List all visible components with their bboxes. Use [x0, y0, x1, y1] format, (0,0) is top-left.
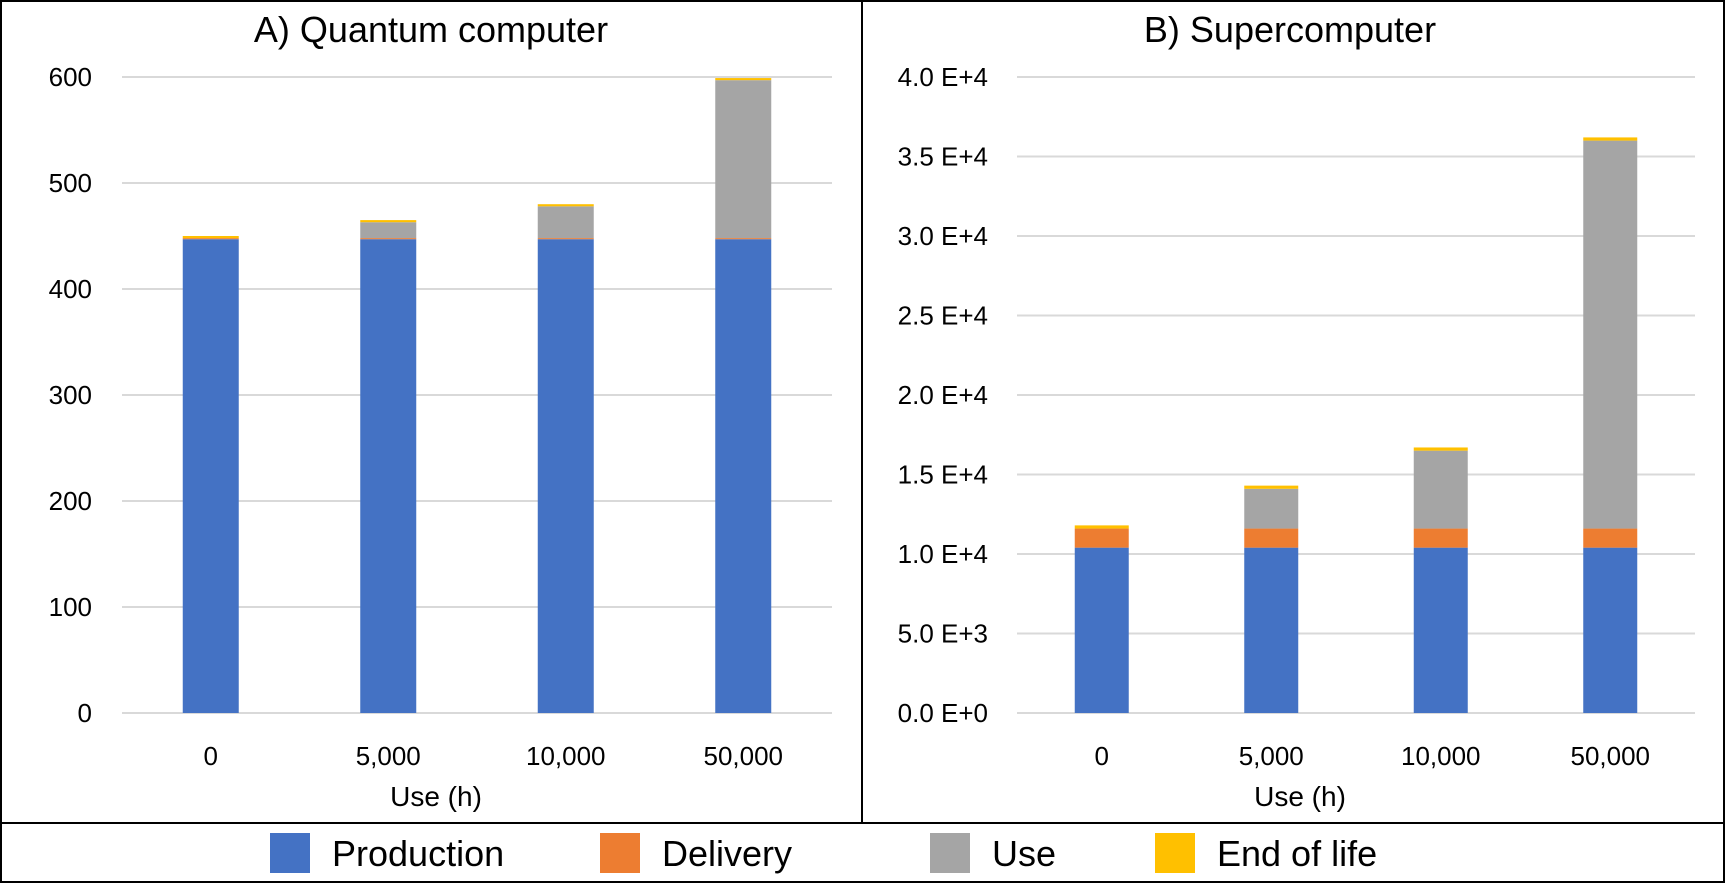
bar-segment-production — [715, 239, 772, 713]
bar-segment-delivery — [1074, 528, 1129, 548]
x-axis-label: Use (h) — [390, 781, 482, 812]
y-tick-label: 100 — [49, 592, 92, 622]
y-tick-label: 1.5 E+4 — [898, 460, 988, 490]
x-tick-label: 0 — [1095, 741, 1109, 771]
legend-swatch — [1155, 833, 1195, 873]
y-tick-label: 2.5 E+4 — [898, 301, 988, 331]
y-tick-label: 0 — [78, 698, 92, 728]
bar-segment-production — [182, 239, 239, 713]
y-tick-label: 1.0 E+4 — [898, 539, 988, 569]
legend-label: Production — [332, 833, 504, 874]
bar-segment-end-of-life — [537, 204, 594, 207]
bar-segment-production — [1413, 547, 1468, 713]
legend-label: Delivery — [662, 833, 792, 874]
y-tick-label: 500 — [49, 168, 92, 198]
bar-segment-end-of-life — [360, 220, 417, 223]
bar-segment-delivery — [1583, 528, 1638, 548]
bar-segment-delivery — [537, 238, 594, 240]
bar-segment-use — [360, 222, 417, 239]
x-tick-label: 50,000 — [1570, 741, 1650, 771]
x-tick-labels: 0 5,000 10,000 50,000 — [204, 741, 784, 771]
bar-segment-end-of-life — [182, 236, 239, 239]
x-tick-label: 10,000 — [526, 741, 606, 771]
y-tick-label: 600 — [49, 62, 92, 92]
bar-segment-delivery — [1413, 528, 1468, 548]
bar-segment-use — [1583, 140, 1638, 529]
legend-swatch — [270, 833, 310, 873]
y-tick-label: 4.0 E+4 — [898, 62, 988, 92]
gridlines — [122, 76, 832, 714]
x-tick-labels: 0 5,000 10,000 50,000 — [1095, 741, 1651, 771]
y-tick-label: 5.0 E+3 — [898, 619, 988, 649]
legend: Production Delivery Use End of life — [270, 833, 1377, 874]
bar-segment-use — [537, 206, 594, 239]
x-tick-label: 5,000 — [356, 741, 421, 771]
x-tick-label: 5,000 — [1239, 741, 1304, 771]
y-tick-label: 200 — [49, 486, 92, 516]
bar-segment-end-of-life — [1583, 137, 1638, 141]
chart-title: B) Supercomputer — [1144, 9, 1436, 50]
legend-item-production: Production — [270, 833, 504, 874]
y-tick-label: 2.0 E+4 — [898, 380, 988, 410]
bar-segment-use — [715, 80, 772, 239]
bar-segment-use — [1244, 488, 1299, 529]
panel-supercomputer: 0.0 E+0 5.0 E+3 1.0 E+4 1.5 E+4 2.0 E+4 2.5 E… — [898, 9, 1695, 812]
legend-item-delivery: Delivery — [600, 833, 792, 874]
x-tick-label: 0 — [204, 741, 218, 771]
legend-item-use: Use — [930, 833, 1056, 874]
y-tick-label: 300 — [49, 380, 92, 410]
legend-label: End of life — [1217, 833, 1377, 874]
x-tick-label: 50,000 — [703, 741, 783, 771]
legend-label: Use — [992, 833, 1056, 874]
bars — [1074, 137, 1638, 713]
bar-segment-delivery — [360, 238, 417, 240]
bar-segment-production — [537, 239, 594, 713]
y-tick-labels: 0 100 200 300 400 500 600 — [49, 62, 92, 728]
bar-segment-end-of-life — [1413, 447, 1468, 451]
bar-segment-end-of-life — [715, 78, 772, 81]
bar-segment-delivery — [715, 238, 772, 240]
bar-segment-production — [1074, 547, 1129, 713]
bar-segment-use — [1413, 450, 1468, 529]
x-tick-label: 10,000 — [1401, 741, 1481, 771]
y-tick-label: 400 — [49, 274, 92, 304]
bar-segment-production — [360, 239, 417, 713]
y-tick-label: 3.5 E+4 — [898, 142, 988, 172]
y-tick-labels: 0.0 E+0 5.0 E+3 1.0 E+4 1.5 E+4 2.0 E+4 2.5 E… — [898, 62, 988, 728]
legend-swatch — [930, 833, 970, 873]
bar-segment-delivery — [1244, 528, 1299, 548]
x-axis-label: Use (h) — [1254, 781, 1346, 812]
legend-item-end-of-life: End of life — [1155, 833, 1377, 874]
y-tick-label: 0.0 E+0 — [898, 698, 988, 728]
bar-segment-end-of-life — [1074, 525, 1129, 529]
gridlines — [1017, 76, 1695, 714]
bar-segment-delivery — [182, 238, 239, 240]
bar-segment-production — [1583, 547, 1638, 713]
bar-segment-end-of-life — [1244, 485, 1299, 489]
bars — [182, 78, 772, 713]
y-tick-label: 3.0 E+4 — [898, 221, 988, 251]
chart-title: A) Quantum computer — [254, 9, 608, 50]
legend-swatch — [600, 833, 640, 873]
bar-segment-production — [1244, 547, 1299, 713]
panel-quantum-computer: 0 100 200 300 400 500 600 0 5,000 10,000 50,000 A… — [49, 9, 832, 812]
